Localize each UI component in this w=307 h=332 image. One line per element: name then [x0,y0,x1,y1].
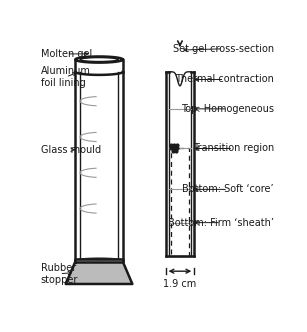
Text: Aluminum
foil lining: Aluminum foil lining [41,66,91,88]
Text: Bottom: Firm ‘sheath’: Bottom: Firm ‘sheath’ [168,217,274,228]
Text: Glass mould: Glass mould [41,145,101,155]
Text: Rubber
stopper: Rubber stopper [41,263,78,285]
Text: Top: Homogeneous: Top: Homogeneous [181,104,274,114]
Polygon shape [66,262,132,284]
Text: 1.9 cm: 1.9 cm [163,279,196,290]
Text: Thermal contraction: Thermal contraction [175,74,274,84]
Text: Set gel cross-section: Set gel cross-section [173,44,274,54]
Text: Molten gel: Molten gel [41,49,92,59]
Text: Transition region: Transition region [193,143,274,153]
Text: Bottom: Soft ‘core’: Bottom: Soft ‘core’ [182,184,274,195]
Polygon shape [75,259,123,262]
